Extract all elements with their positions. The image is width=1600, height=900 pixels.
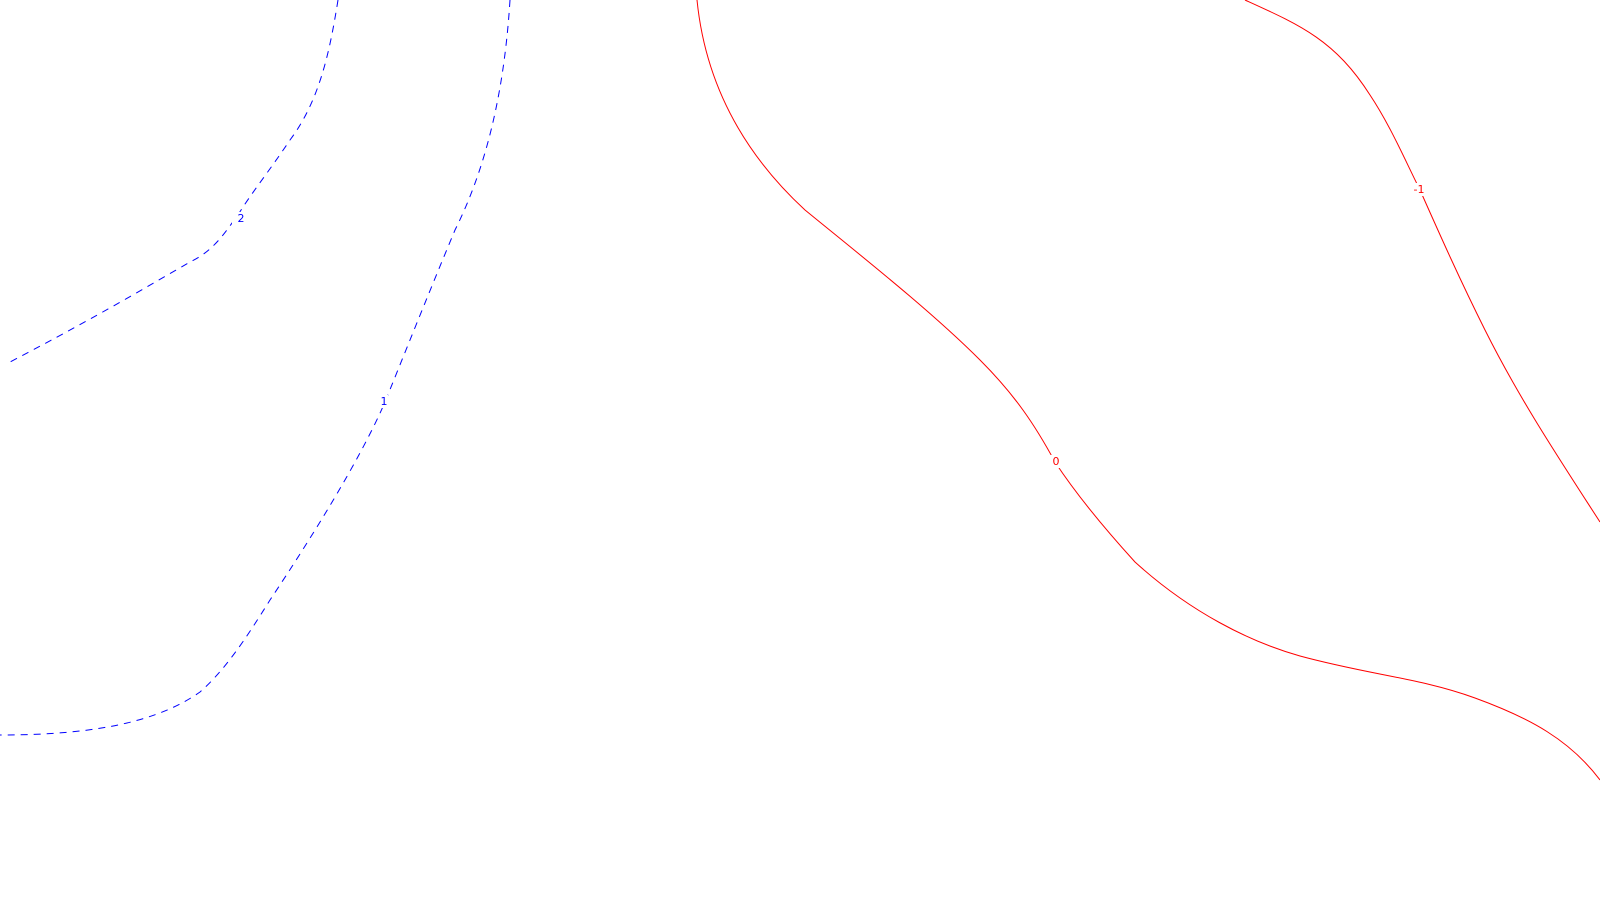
contour-line-level-minus-1 [1244, 0, 1600, 523]
contour-line-level-2 [9, 0, 339, 363]
contour-label-level-minus-1: -1 [1414, 183, 1425, 196]
label-mask [376, 395, 388, 408]
label-mask [232, 212, 244, 225]
label-mask [1050, 455, 1062, 468]
label-mask [1410, 183, 1428, 196]
contour-line-level-0 [696, 0, 1600, 781]
contour-label-level-0: 0 [1053, 455, 1060, 468]
contour-label-level-1: 1 [381, 395, 388, 408]
contour-line-level-1 [0, 0, 511, 736]
contour-label-level-2: 2 [238, 212, 245, 225]
